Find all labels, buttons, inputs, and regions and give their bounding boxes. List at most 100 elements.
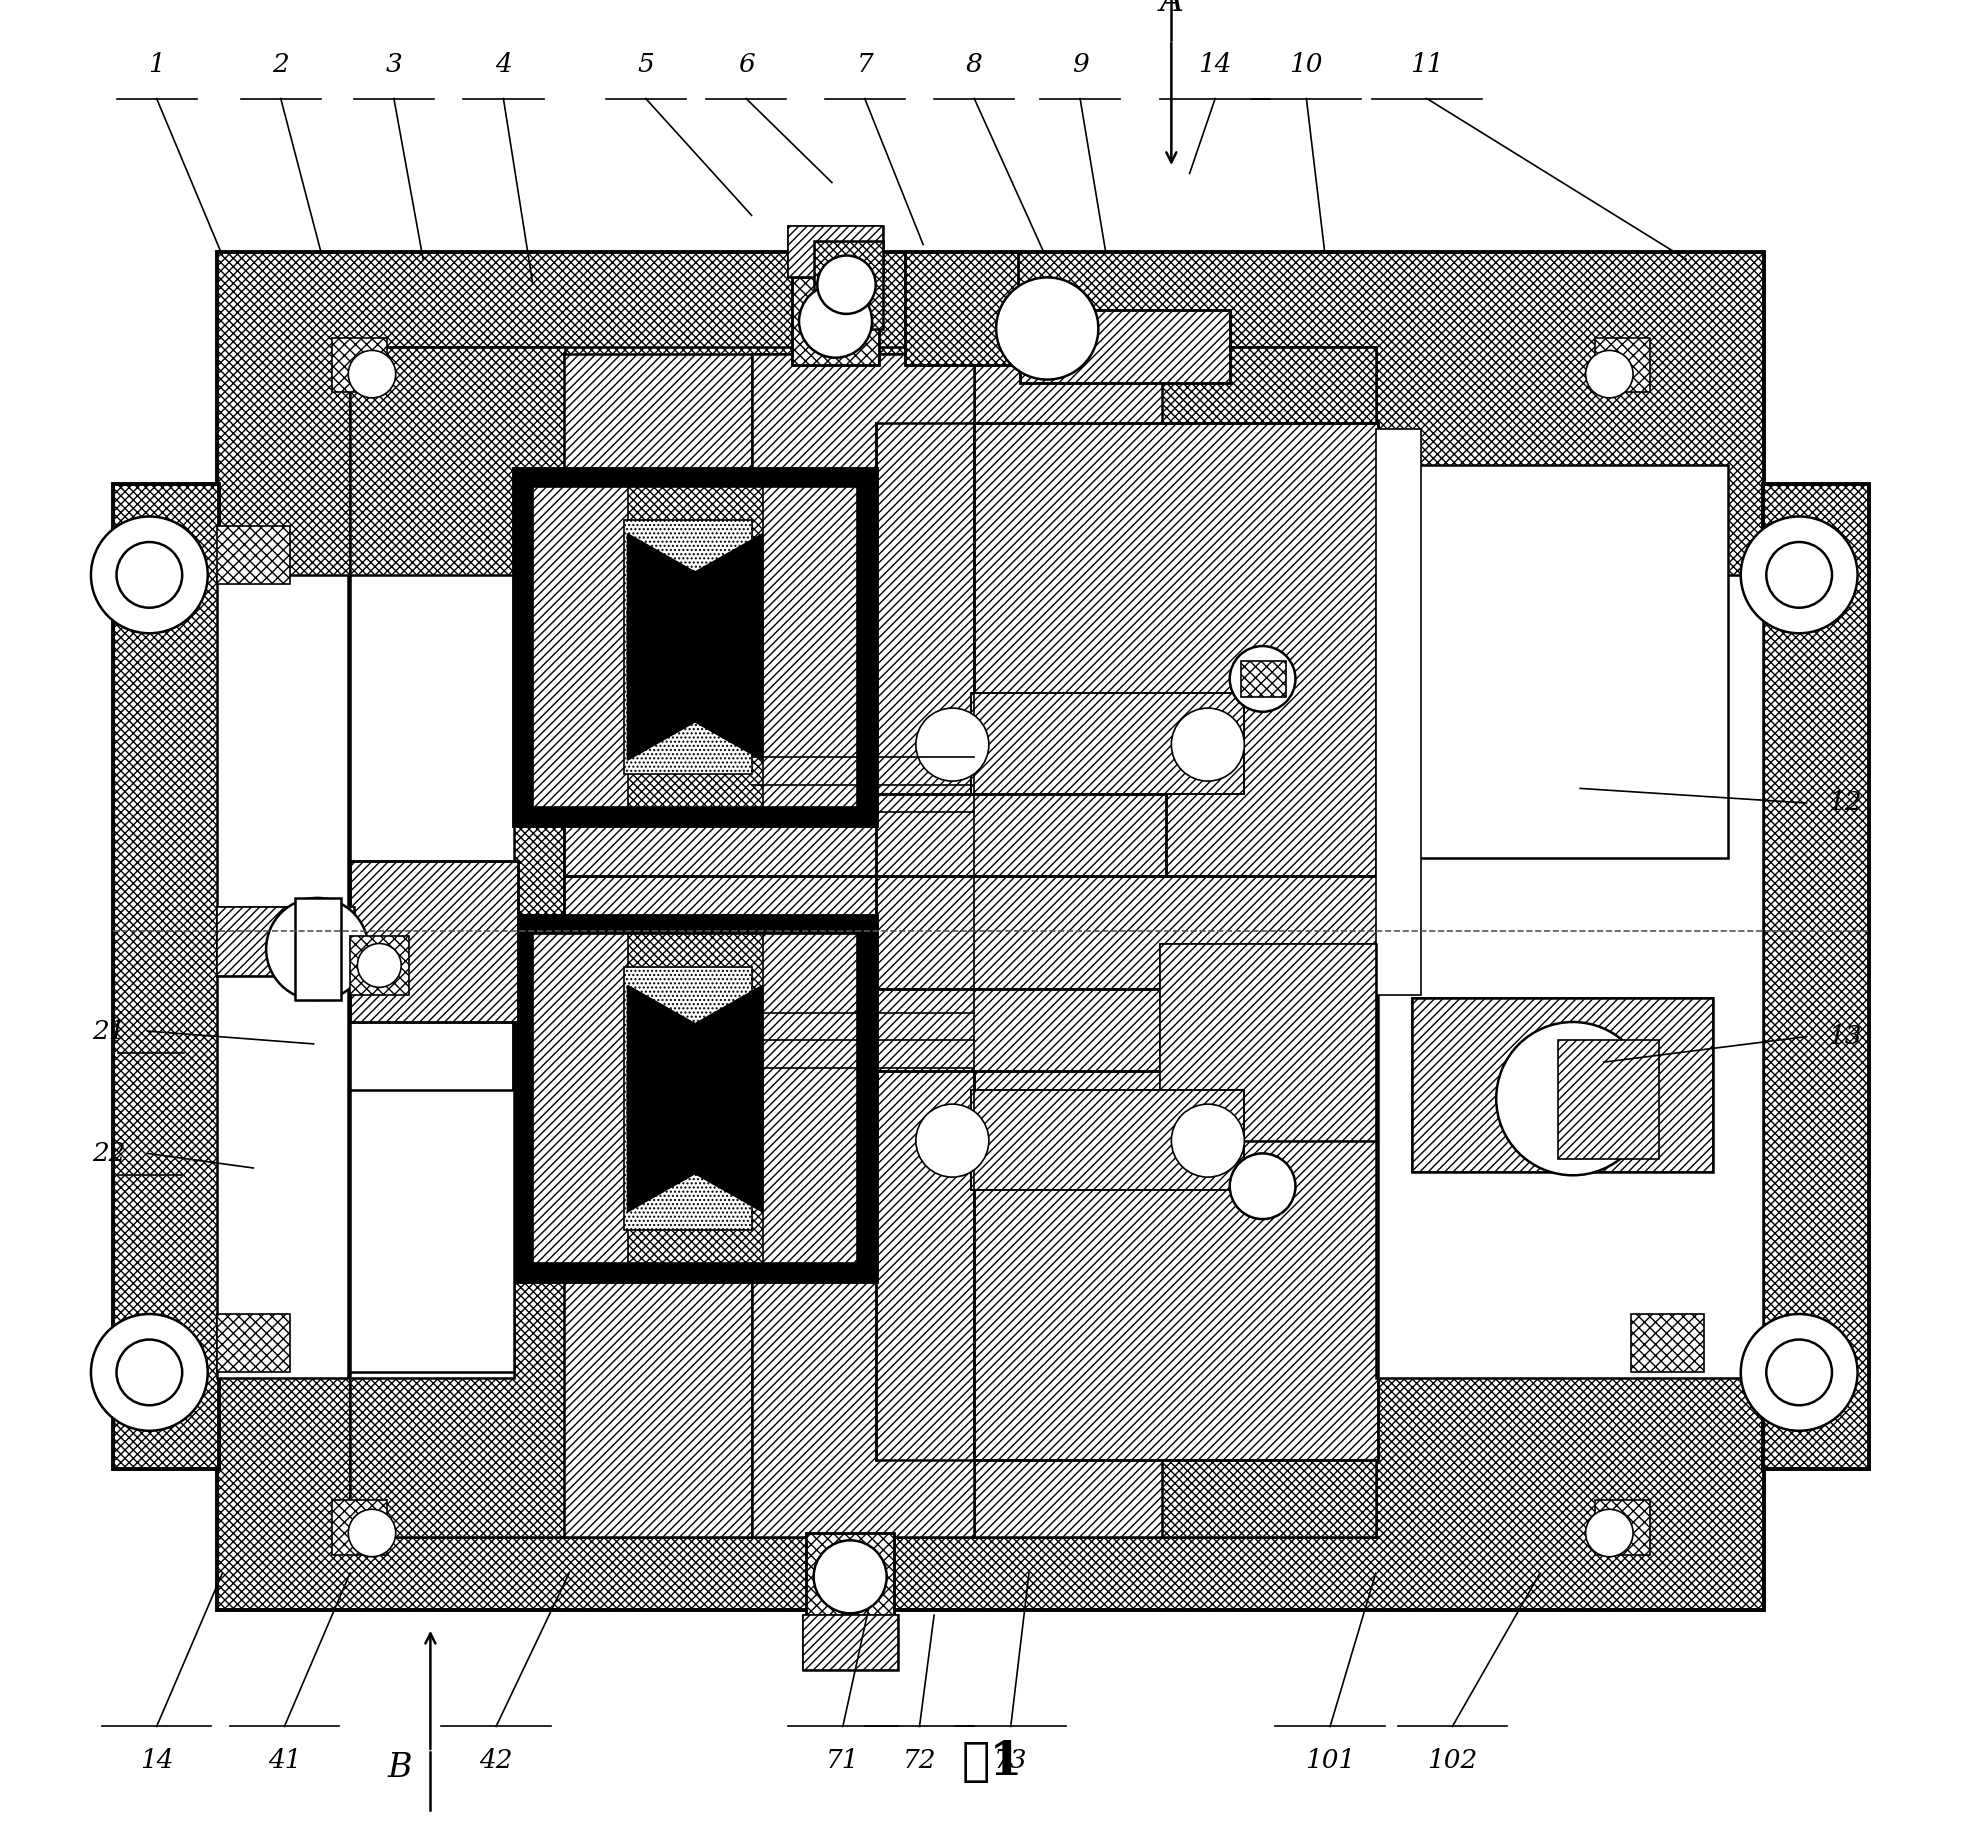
- Bar: [113, 484, 218, 1469]
- Bar: [331, 338, 387, 392]
- Bar: [788, 226, 883, 277]
- Text: 4: 4: [494, 51, 512, 77]
- Bar: [349, 354, 1376, 1537]
- Bar: [349, 575, 514, 1378]
- Bar: [623, 967, 752, 1230]
- Bar: [875, 423, 1378, 1460]
- Bar: [349, 936, 409, 995]
- Bar: [564, 989, 1165, 1071]
- Text: 14: 14: [139, 1748, 173, 1774]
- Bar: [1558, 1040, 1659, 1159]
- Text: 72: 72: [903, 1748, 937, 1774]
- Circle shape: [91, 516, 208, 633]
- Bar: [1020, 310, 1231, 383]
- Bar: [905, 252, 1018, 365]
- Bar: [216, 575, 347, 1378]
- Bar: [1411, 998, 1713, 1172]
- Bar: [349, 1090, 514, 1372]
- Bar: [971, 694, 1245, 794]
- Bar: [1390, 465, 1729, 858]
- Circle shape: [357, 944, 401, 987]
- Bar: [1763, 484, 1868, 1469]
- Text: 2: 2: [272, 51, 290, 77]
- Bar: [1594, 1500, 1650, 1555]
- Text: B: B: [387, 1752, 413, 1785]
- Circle shape: [800, 285, 871, 358]
- Bar: [752, 354, 975, 1537]
- Bar: [296, 898, 341, 1000]
- Circle shape: [818, 256, 875, 314]
- Bar: [532, 934, 858, 1263]
- Polygon shape: [627, 986, 762, 1212]
- Bar: [788, 226, 883, 277]
- Bar: [792, 277, 879, 365]
- Bar: [802, 1615, 897, 1670]
- Bar: [814, 241, 883, 328]
- Circle shape: [117, 1340, 183, 1405]
- Circle shape: [996, 277, 1098, 380]
- Circle shape: [117, 542, 183, 608]
- Circle shape: [915, 1104, 989, 1177]
- Bar: [349, 347, 1376, 420]
- Text: 10: 10: [1290, 51, 1324, 77]
- Bar: [806, 1533, 893, 1621]
- Bar: [349, 861, 518, 1022]
- Circle shape: [347, 350, 395, 398]
- Bar: [113, 484, 218, 1469]
- Bar: [564, 876, 1417, 989]
- Bar: [752, 354, 975, 1537]
- Text: 14: 14: [1199, 51, 1233, 77]
- Circle shape: [1586, 350, 1634, 398]
- Bar: [216, 907, 353, 976]
- Bar: [216, 526, 290, 584]
- Bar: [564, 876, 1417, 989]
- Bar: [905, 252, 1018, 365]
- Bar: [1376, 575, 1763, 1378]
- Circle shape: [1767, 542, 1832, 608]
- Text: 21: 21: [91, 1018, 125, 1044]
- Text: 73: 73: [994, 1748, 1028, 1774]
- Bar: [1763, 484, 1868, 1469]
- Circle shape: [1231, 646, 1296, 712]
- Bar: [349, 861, 518, 1022]
- Bar: [1632, 1314, 1705, 1372]
- Bar: [623, 520, 752, 774]
- Bar: [564, 794, 1165, 876]
- Bar: [564, 989, 1165, 1071]
- Bar: [875, 423, 1378, 1460]
- Bar: [564, 794, 1165, 876]
- Bar: [762, 487, 858, 807]
- Text: 13: 13: [1828, 1024, 1862, 1049]
- Circle shape: [915, 708, 989, 781]
- Circle shape: [1767, 1340, 1832, 1405]
- Circle shape: [814, 1540, 887, 1613]
- Text: 图1: 图1: [963, 1739, 1022, 1785]
- Text: 22: 22: [91, 1141, 125, 1166]
- Bar: [532, 487, 627, 807]
- Bar: [216, 1314, 290, 1372]
- Bar: [349, 1460, 1376, 1537]
- Bar: [514, 916, 875, 1281]
- Bar: [971, 694, 1245, 794]
- Bar: [532, 934, 627, 1263]
- Text: 8: 8: [967, 51, 983, 77]
- Bar: [806, 1533, 893, 1621]
- Circle shape: [91, 1314, 208, 1431]
- Text: 3: 3: [385, 51, 403, 77]
- Bar: [1632, 526, 1705, 584]
- Polygon shape: [627, 535, 762, 759]
- Bar: [532, 487, 858, 807]
- Bar: [1594, 338, 1650, 392]
- Bar: [349, 347, 566, 1537]
- Circle shape: [1497, 1022, 1650, 1175]
- Bar: [216, 907, 353, 976]
- Circle shape: [1231, 1153, 1296, 1219]
- Text: 7: 7: [856, 51, 873, 77]
- Circle shape: [1741, 1314, 1858, 1431]
- Text: 5: 5: [637, 51, 655, 77]
- Text: 6: 6: [738, 51, 754, 77]
- Text: A: A: [1159, 0, 1183, 18]
- Bar: [1241, 661, 1286, 697]
- Bar: [1020, 310, 1231, 383]
- Circle shape: [266, 898, 369, 1000]
